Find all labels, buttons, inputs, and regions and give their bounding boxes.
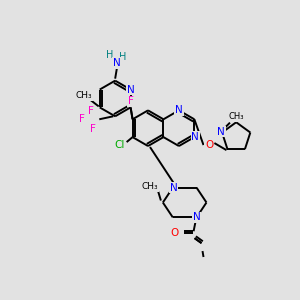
Text: N: N: [127, 85, 134, 94]
Text: N: N: [170, 183, 178, 193]
Text: H: H: [106, 50, 113, 60]
Text: N: N: [113, 58, 121, 68]
Text: CH₃: CH₃: [228, 112, 244, 121]
Text: N: N: [191, 132, 199, 142]
Text: H: H: [119, 52, 127, 62]
Text: F: F: [79, 114, 84, 124]
Text: F: F: [90, 124, 96, 134]
Text: F: F: [128, 97, 134, 106]
Text: CH₃: CH₃: [142, 182, 158, 191]
Text: O: O: [171, 228, 179, 238]
Text: F: F: [88, 106, 94, 116]
Text: Cl: Cl: [115, 140, 125, 150]
Text: O: O: [205, 140, 214, 150]
Text: N: N: [193, 212, 200, 222]
Text: CH₃: CH₃: [76, 91, 92, 100]
Text: N: N: [175, 105, 183, 116]
Text: N: N: [217, 127, 225, 136]
